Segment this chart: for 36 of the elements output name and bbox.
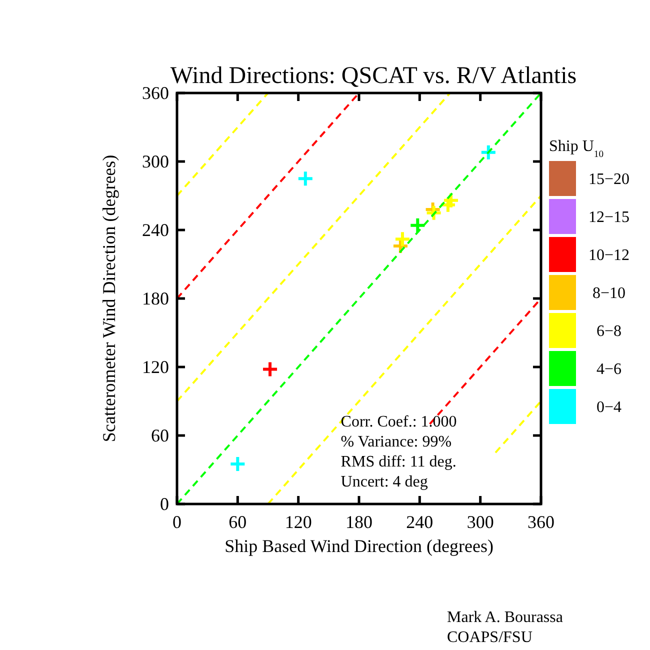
legend-label: 12−15 [588,209,630,226]
x-tick-label: 360 [528,512,554,532]
y-axis-title: Scatterometer Wind Direction (degrees) [99,154,119,442]
point [262,360,279,378]
y-tick-label: 0 [160,494,169,514]
y-tick-label: 60 [151,426,169,446]
legend-label: 15−20 [588,171,630,188]
legend-label: 10−12 [588,247,630,264]
text: COAPS/FSU [447,629,533,646]
annotation: RMS diff: 11 deg. [340,453,456,470]
annotation: Corr. Coef.: 1.000 [340,413,457,430]
text: Mark A. Bourassa [447,609,563,626]
y-tick-label: 300 [142,152,169,172]
point [229,456,246,473]
x-tick-label: 60 [228,512,247,532]
legend-label: 4−6 [596,361,622,378]
annotation: Uncert: 4 deg [340,473,428,490]
y-tick-label: 180 [142,288,169,308]
y-tick-label: 120 [142,357,169,377]
chart-title: Wind Directions: QSCAT vs. R/V Atlantis [170,63,577,89]
x-tick-label: 180 [346,512,372,532]
legend-title: Ship U$_{10}$ [549,138,604,160]
point [394,230,411,248]
annotation: % Variance: 99% [340,433,452,450]
point [296,170,314,188]
y-tick-label: 240 [142,220,169,240]
y-tick-label: 360 [142,83,169,103]
x-tick-label: 240 [406,512,434,532]
point [409,216,426,234]
legend-label: 6−8 [596,323,622,340]
legend-label: 0−4 [596,399,622,416]
x-tick-label: 300 [466,512,494,532]
x-tick-label: 0 [172,512,182,532]
x-axis-title: Ship Based Wind Direction (degrees) [224,536,494,556]
legend-label: 8−10 [592,285,626,302]
x-tick-label: 120 [284,512,312,532]
